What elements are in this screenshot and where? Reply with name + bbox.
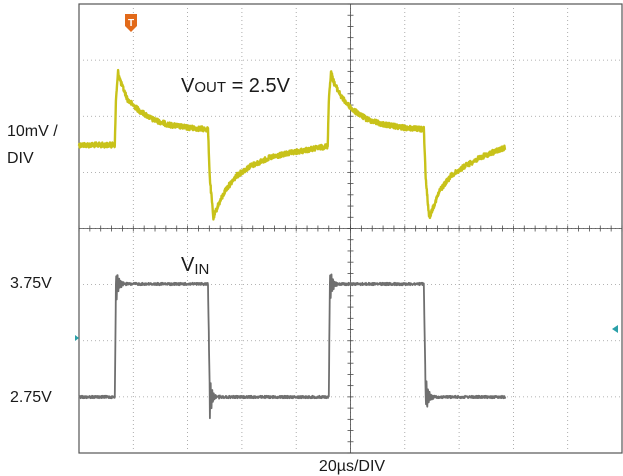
vin-annotation: VIN <box>181 254 209 278</box>
x-axis-label: 20µs/DIV <box>319 458 385 475</box>
vout-annotation-v: V <box>181 75 195 97</box>
vin-high-label: 3.75V <box>10 275 52 292</box>
vin-low-label: 2.75V <box>10 389 52 406</box>
trigger-marker: T <box>125 14 137 32</box>
vin-annotation-v: V <box>181 254 195 276</box>
vout-annotation-sub: OUT <box>194 79 226 96</box>
vout-series-line <box>77 68 507 221</box>
grid <box>78 3 623 454</box>
vout-annotation-rest: = 2.5V <box>226 75 291 97</box>
vout-annotation: VOUT = 2.5V <box>181 75 291 97</box>
vin-series-line <box>78 273 507 420</box>
left-offset-marker-icon <box>75 335 79 341</box>
vin-annotation-sub: IN <box>194 261 209 278</box>
vout-scale-label-line1: 10mV / <box>7 123 58 140</box>
trigger-marker-label: T <box>128 18 134 29</box>
vout-trace <box>77 68 507 221</box>
right-offset-marker-icon <box>612 325 618 333</box>
vout-scale-label-line2: DIV <box>7 150 34 167</box>
vin-trace <box>78 273 507 420</box>
trigger-marker-icon <box>125 14 137 32</box>
